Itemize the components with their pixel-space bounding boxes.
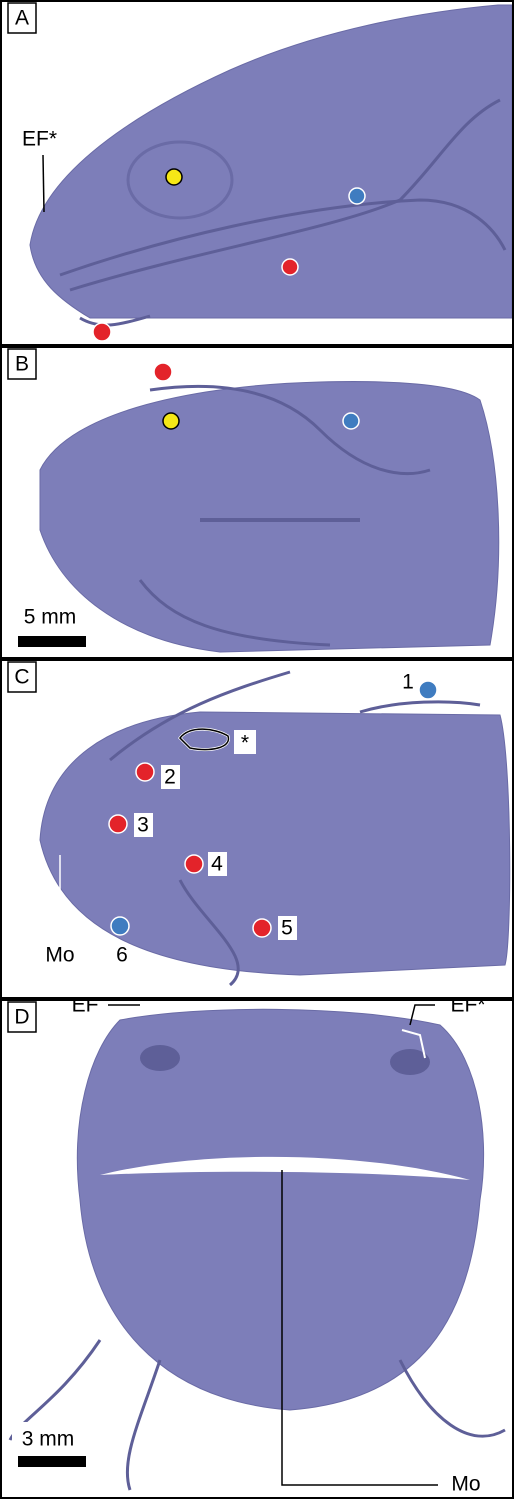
marker-red bbox=[109, 815, 127, 833]
marker-number: 1 bbox=[402, 671, 414, 694]
panel-a: EF* A bbox=[1, 1, 513, 345]
asterisk: * bbox=[241, 732, 249, 755]
marker-red bbox=[136, 763, 154, 781]
annotation: Mo bbox=[451, 1473, 480, 1496]
panel-label: B bbox=[15, 353, 29, 376]
marker-red bbox=[185, 855, 203, 873]
annotation: EF bbox=[72, 994, 99, 1017]
marker-blue bbox=[349, 188, 365, 204]
pointer-line bbox=[43, 155, 44, 212]
scale-bar bbox=[18, 1456, 86, 1467]
marker-blue bbox=[343, 413, 359, 429]
marker-yellow bbox=[163, 413, 179, 429]
marker-yellow bbox=[166, 169, 182, 185]
head-lateral bbox=[30, 5, 512, 318]
marker-number: 3 bbox=[137, 814, 149, 837]
marker-red bbox=[93, 323, 111, 341]
panel-label: D bbox=[14, 1006, 29, 1029]
barbel bbox=[360, 702, 480, 712]
barbel bbox=[400, 1360, 505, 1436]
panel-label: C bbox=[14, 666, 29, 689]
marker-number: 2 bbox=[164, 766, 176, 789]
scale-label: 5 mm bbox=[24, 606, 77, 629]
panel-label: A bbox=[15, 7, 29, 30]
marker-red bbox=[253, 919, 271, 937]
marker-red bbox=[154, 363, 172, 381]
annotation: EF* bbox=[22, 128, 57, 151]
panel-c: 1 2 3 4 5 6 * Mo C bbox=[1, 660, 513, 998]
scale-bar bbox=[18, 636, 86, 647]
head-dorsal bbox=[40, 382, 499, 652]
scale-label: 3 mm bbox=[22, 1428, 75, 1451]
figure: EF* A 5 mm B 1 2 3 bbox=[0, 0, 514, 1499]
annotation: Mo bbox=[45, 944, 74, 967]
annotation: EF* bbox=[450, 994, 485, 1017]
marker-number: 6 bbox=[116, 944, 128, 967]
marker-blue bbox=[419, 681, 437, 699]
marker-red bbox=[282, 259, 298, 275]
panel-d: EF EF* Mo 3 mm D bbox=[1, 994, 513, 1498]
marker-blue bbox=[111, 917, 129, 935]
panel-b: 5 mm B bbox=[1, 347, 513, 658]
barbel bbox=[127, 1360, 160, 1490]
head-ventral bbox=[40, 712, 510, 975]
marker-number: 5 bbox=[281, 917, 293, 940]
eye bbox=[140, 1045, 180, 1071]
marker-number: 4 bbox=[211, 853, 223, 876]
